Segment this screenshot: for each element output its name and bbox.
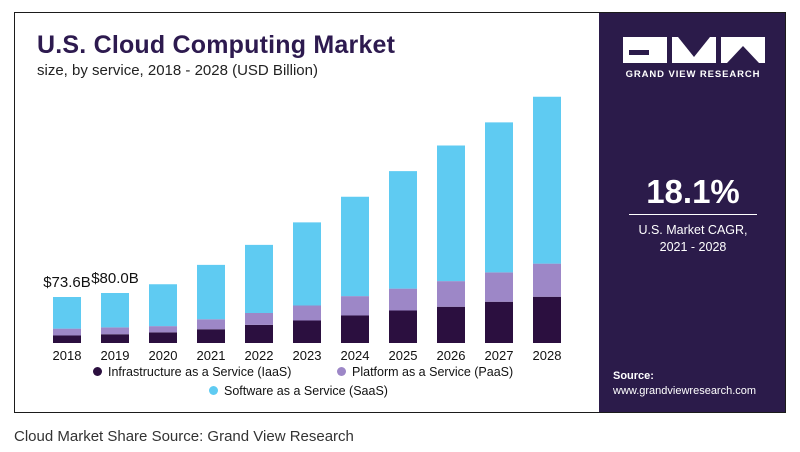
legend-paas-swatch xyxy=(337,367,346,376)
bar-2023-iaas xyxy=(293,320,321,343)
bar-2024-saas xyxy=(341,196,369,297)
legend-item-paas: Platform as a Service (PaaS) xyxy=(337,365,513,379)
bar-2027-iaas xyxy=(485,301,513,343)
cagr-label-line1: U.S. Market CAGR, xyxy=(638,223,748,237)
bar-2020-paas xyxy=(149,326,177,333)
x-tick-label-2021: 2021 xyxy=(197,348,226,363)
brand-name: GRAND VIEW RESEARCH xyxy=(625,69,761,80)
bar-2025-paas xyxy=(389,288,417,311)
x-tick-label-2018: 2018 xyxy=(53,348,82,363)
bar-2022-saas xyxy=(245,244,273,313)
legend-item-saas: Software as a Service (SaaS) xyxy=(209,384,388,398)
grand-view-research-logo xyxy=(623,37,765,63)
x-tick-label-2028: 2028 xyxy=(533,348,562,363)
bar-2028-saas xyxy=(533,96,561,264)
cagr-value: 18.1% xyxy=(646,173,740,210)
bar-2021-iaas xyxy=(197,329,225,343)
bar-2023-saas xyxy=(293,222,321,306)
bar-2025-saas xyxy=(389,171,417,289)
legend-iaas-label: Infrastructure as a Service (IaaS) xyxy=(108,365,292,379)
bar-2024-iaas xyxy=(341,315,369,343)
chart-title: U.S. Cloud Computing Market xyxy=(37,31,396,59)
brand-panel: GRAND VIEW RESEARCH 18.1% U.S. Market CA… xyxy=(599,13,785,412)
bar-2023-paas xyxy=(293,305,321,321)
bar-2018-iaas xyxy=(53,335,81,343)
x-tick-label-2019: 2019 xyxy=(101,348,130,363)
chart-subtitle: size, by service, 2018 - 2028 (USD Billi… xyxy=(37,62,318,79)
bar-2027-saas xyxy=(485,122,513,273)
legend-iaas-swatch xyxy=(93,367,102,376)
bar-2022-iaas xyxy=(245,324,273,343)
bar-2026-saas xyxy=(437,145,465,282)
x-tick-label-2023: 2023 xyxy=(293,348,322,363)
image-caption: Cloud Market Share Source: Grand View Re… xyxy=(14,428,354,445)
bar-2018-paas xyxy=(53,328,81,336)
x-tick-label-2022: 2022 xyxy=(245,348,274,363)
bar-2021-saas xyxy=(197,264,225,320)
bar-2021-paas xyxy=(197,319,225,330)
x-tick-label-2020: 2020 xyxy=(149,348,178,363)
bar-2019-paas xyxy=(101,327,129,335)
data-label-2018: $73.6B xyxy=(43,274,91,291)
cagr-divider xyxy=(629,214,757,215)
source-title: Source: xyxy=(613,370,654,382)
bar-2019-saas xyxy=(101,293,129,328)
legend-paas-label: Platform as a Service (PaaS) xyxy=(352,365,514,379)
bar-2018-saas xyxy=(53,297,81,329)
bar-2025-iaas xyxy=(389,310,417,343)
data-label-2019: $80.0B xyxy=(91,270,139,287)
stacked-bar-chart: 2018 2019 2020 2021 2022 2023 2024 2025 2026 2027… xyxy=(43,96,562,363)
bar-2019-iaas xyxy=(101,334,129,343)
bar-2020-saas xyxy=(149,284,177,327)
x-tick-label-2025: 2025 xyxy=(389,348,418,363)
bar-2024-paas xyxy=(341,296,369,316)
cagr-label: U.S. Market CAGR, 2021 - 2028 xyxy=(599,222,785,256)
bar-2028-iaas xyxy=(533,296,561,343)
bar-2027-paas xyxy=(485,272,513,302)
bar-2026-paas xyxy=(437,281,465,307)
infographic-frame: U.S. Cloud Computing Market size, by ser… xyxy=(14,12,786,413)
x-tick-label-2027: 2027 xyxy=(485,348,514,363)
legend-item-iaas: Infrastructure as a Service (IaaS) xyxy=(93,365,291,379)
bar-2020-iaas xyxy=(149,332,177,343)
x-tick-label-2024: 2024 xyxy=(341,348,370,363)
legend-saas-label: Software as a Service (SaaS) xyxy=(224,384,388,398)
legend-saas-swatch xyxy=(209,386,218,395)
x-tick-label-2026: 2026 xyxy=(437,348,466,363)
bar-2026-iaas xyxy=(437,306,465,343)
source-url: www.grandviewresearch.com xyxy=(613,385,757,397)
bar-2028-paas xyxy=(533,263,561,297)
cagr-label-line2: 2021 - 2028 xyxy=(659,240,727,254)
bar-2022-paas xyxy=(245,313,273,325)
